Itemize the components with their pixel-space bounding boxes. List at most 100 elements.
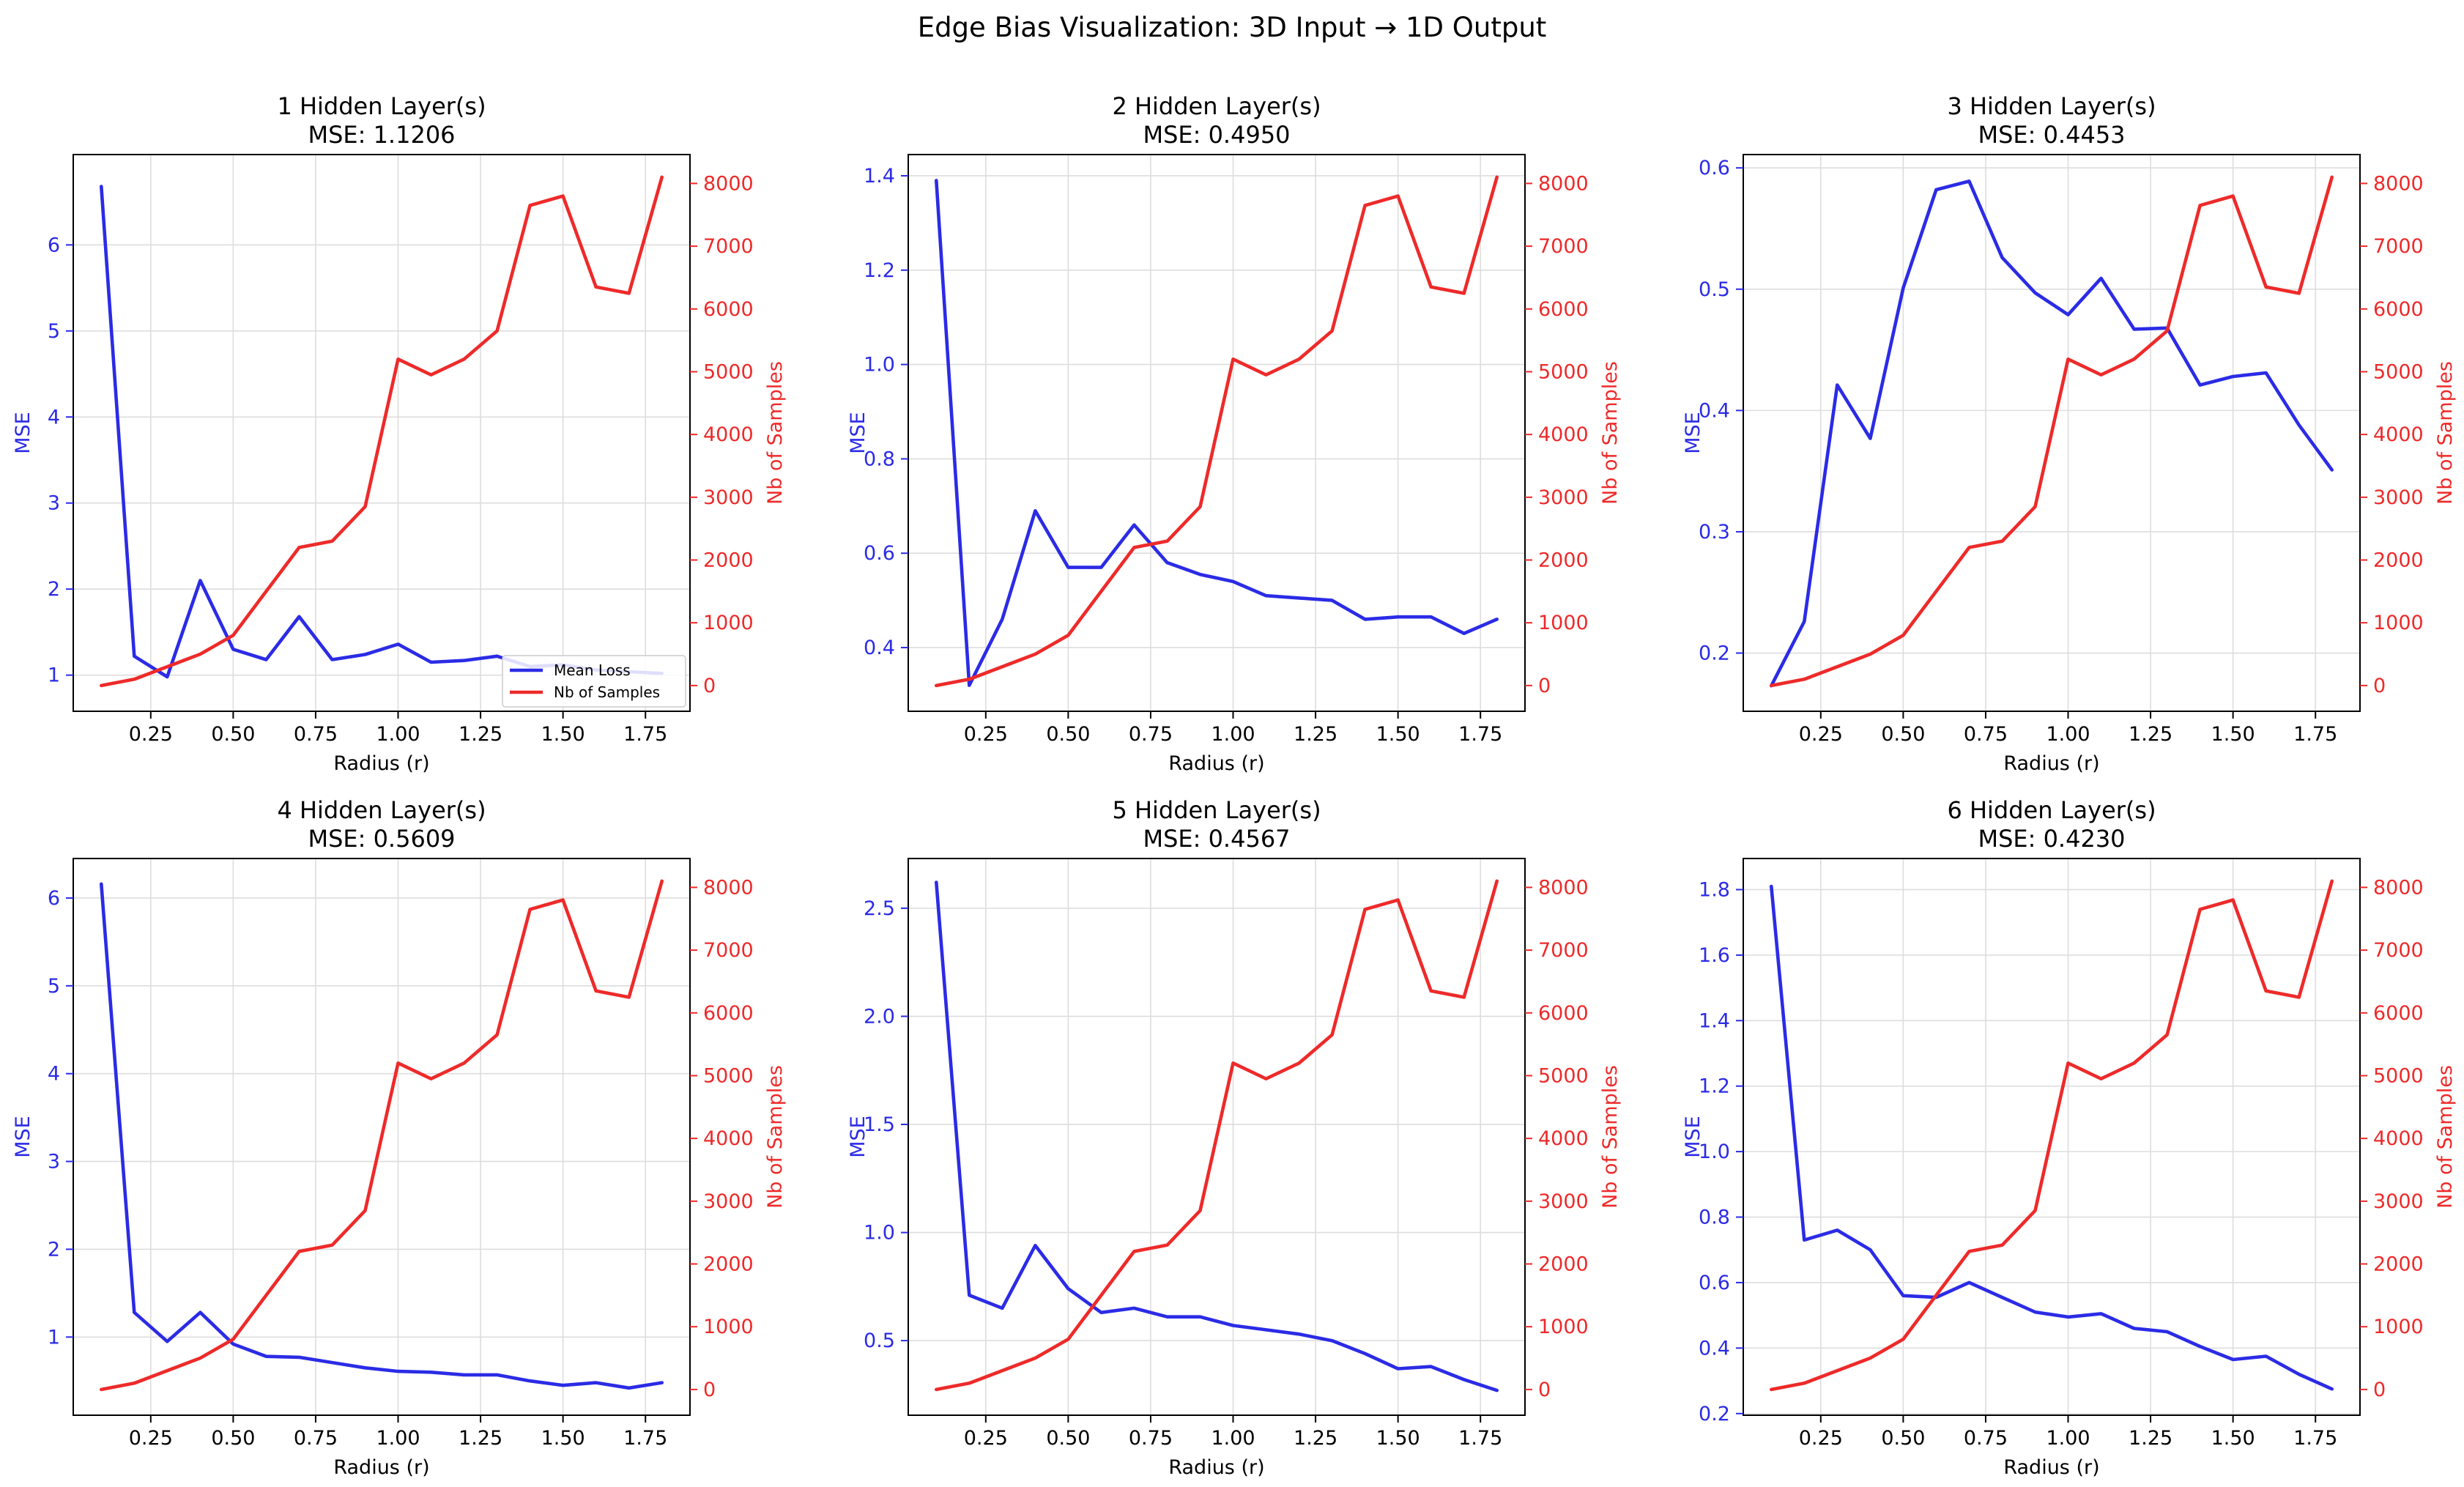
x-tick-label: 1.00 — [376, 1427, 420, 1450]
y-tick-label: 1.2 — [864, 259, 895, 282]
y-axis-label: MSE — [1682, 412, 1704, 454]
y2-tick-label: 1000 — [703, 612, 754, 634]
y-tick-label: 1.0 — [864, 1222, 895, 1245]
y2-tick-label: 1000 — [2373, 612, 2424, 634]
y2-tick-label: 0 — [1538, 1379, 1551, 1401]
y2-axis-label: Nb of Samples — [2434, 361, 2457, 505]
x-tick-label: 0.75 — [1129, 1427, 1173, 1450]
y2-tick-label: 5000 — [1538, 1064, 1589, 1087]
legend-label: Nb of Samples — [554, 683, 660, 701]
y-tick-label: 1.5 — [864, 1113, 895, 1136]
series-line-mean-loss — [100, 882, 664, 1390]
y2-tick-label: 8000 — [2373, 876, 2424, 899]
y-tick-label: 0.4 — [1699, 1337, 1730, 1360]
subplot-subtitle: MSE: 0.4567 — [1143, 825, 1290, 853]
series-line-samples — [1770, 879, 2334, 1392]
y2-axis-label: Nb of Samples — [764, 361, 787, 505]
y2-tick-label: 1000 — [703, 1316, 754, 1338]
x-axis-label: Radius (r) — [333, 1456, 429, 1479]
y-tick-label: 0.2 — [1699, 1403, 1730, 1425]
y-tick-label: 1.4 — [864, 165, 895, 188]
y-tick-label: 5 — [48, 320, 60, 343]
y-tick-label: 1.0 — [864, 354, 895, 377]
subplot-4: 4 Hidden Layer(s)MSE: 0.5609 0.25 0.50 0.75… — [12, 796, 787, 1479]
y2-tick-label: 6000 — [2373, 1002, 2424, 1025]
x-tick-label: 0.50 — [211, 723, 255, 746]
x-tick-label: 1.00 — [1211, 1427, 1255, 1450]
y-tick-label: 3 — [48, 492, 60, 515]
y2-tick-label: 2000 — [2373, 549, 2424, 572]
y2-tick-label: 7000 — [1538, 235, 1589, 258]
x-tick-label: 1.75 — [623, 723, 667, 746]
series-line-samples — [1770, 175, 2334, 688]
x-tick-label: 1.25 — [1294, 723, 1337, 746]
y2-tick-label: 4000 — [2373, 1127, 2424, 1150]
x-tick-label: 1.25 — [1294, 1427, 1337, 1450]
y2-tick-label: 8000 — [703, 876, 754, 899]
y-tick-label: 0.6 — [1699, 1272, 1730, 1294]
x-tick-label: 1.50 — [2211, 723, 2255, 746]
x-tick-label: 0.25 — [129, 1427, 173, 1450]
x-tick-label: 0.25 — [1799, 1427, 1843, 1450]
series-line-mean-loss — [1770, 179, 2334, 688]
series-line-samples — [100, 175, 664, 688]
y2-tick-label: 2000 — [2373, 1253, 2424, 1276]
x-tick-label: 1.75 — [623, 1427, 667, 1450]
y-tick-label: 3 — [48, 1151, 60, 1173]
y2-tick-label: 7000 — [703, 235, 754, 258]
x-tick-label: 1.25 — [2129, 1427, 2172, 1450]
y2-tick-label: 3000 — [1538, 486, 1589, 509]
x-tick-label: 0.25 — [1799, 723, 1843, 746]
y-tick-label: 0.3 — [1699, 521, 1730, 544]
series-line-samples — [935, 175, 1499, 688]
x-axis-label: Radius (r) — [333, 752, 429, 775]
y2-tick-label: 3000 — [2373, 486, 2424, 509]
series-line-mean-loss — [935, 880, 1499, 1393]
subplot-title: 1 Hidden Layer(s) — [277, 92, 486, 120]
x-tick-label: 1.00 — [1211, 723, 1255, 746]
y2-tick-label: 0 — [703, 675, 716, 697]
y2-axis-label: Nb of Samples — [764, 1065, 787, 1209]
y-tick-label: 2 — [48, 1238, 60, 1261]
y-tick-label: 0.2 — [1699, 642, 1730, 665]
subplot-subtitle: MSE: 0.5609 — [308, 825, 455, 853]
y2-tick-label: 6000 — [2373, 298, 2424, 321]
series-line-mean-loss — [935, 179, 1499, 687]
y-tick-label: 2 — [48, 578, 60, 601]
y-tick-label: 5 — [48, 975, 60, 998]
x-axis-label: Radius (r) — [1168, 1456, 1264, 1479]
y2-tick-label: 0 — [2373, 675, 2386, 697]
subplot-title: 3 Hidden Layer(s) — [1947, 92, 2156, 120]
y2-tick-label: 4000 — [703, 1127, 754, 1150]
figure-title: Edge Bias Visualization: 3D Input → 1D O… — [918, 12, 1547, 43]
subplot-title: 5 Hidden Layer(s) — [1112, 796, 1321, 824]
x-tick-label: 0.50 — [211, 1427, 255, 1450]
y2-tick-label: 1000 — [2373, 1316, 2424, 1338]
y2-tick-label: 6000 — [1538, 298, 1589, 321]
x-tick-label: 0.75 — [294, 1427, 338, 1450]
x-tick-label: 0.50 — [1881, 1427, 1925, 1450]
x-tick-label: 0.75 — [1129, 723, 1173, 746]
y2-tick-label: 4000 — [2373, 423, 2424, 446]
x-tick-label: 0.25 — [129, 723, 173, 746]
y-axis-label: MSE — [847, 1116, 869, 1158]
y-tick-label: 2.5 — [864, 897, 895, 920]
y2-tick-label: 4000 — [703, 423, 754, 446]
y2-tick-label: 1000 — [1538, 1316, 1589, 1338]
y-axis-label: MSE — [12, 412, 34, 454]
y-tick-label: 1.6 — [1699, 944, 1730, 967]
subplot-title: 4 Hidden Layer(s) — [277, 796, 486, 824]
x-tick-label: 0.75 — [1964, 723, 2008, 746]
y2-tick-label: 1000 — [1538, 612, 1589, 634]
subplot-2: 2 Hidden Layer(s)MSE: 0.4950 0.25 0.50 0.75… — [847, 92, 1622, 775]
series-line-samples — [935, 879, 1499, 1392]
y2-axis-label: Nb of Samples — [1599, 361, 1622, 505]
x-tick-label: 1.00 — [2046, 723, 2090, 746]
y2-tick-label: 2000 — [1538, 1253, 1589, 1276]
y-tick-label: 0.6 — [864, 542, 895, 565]
y2-tick-label: 3000 — [703, 486, 754, 509]
x-tick-label: 1.25 — [2129, 723, 2172, 746]
series-line-samples — [100, 879, 664, 1392]
x-tick-label: 1.00 — [376, 723, 420, 746]
